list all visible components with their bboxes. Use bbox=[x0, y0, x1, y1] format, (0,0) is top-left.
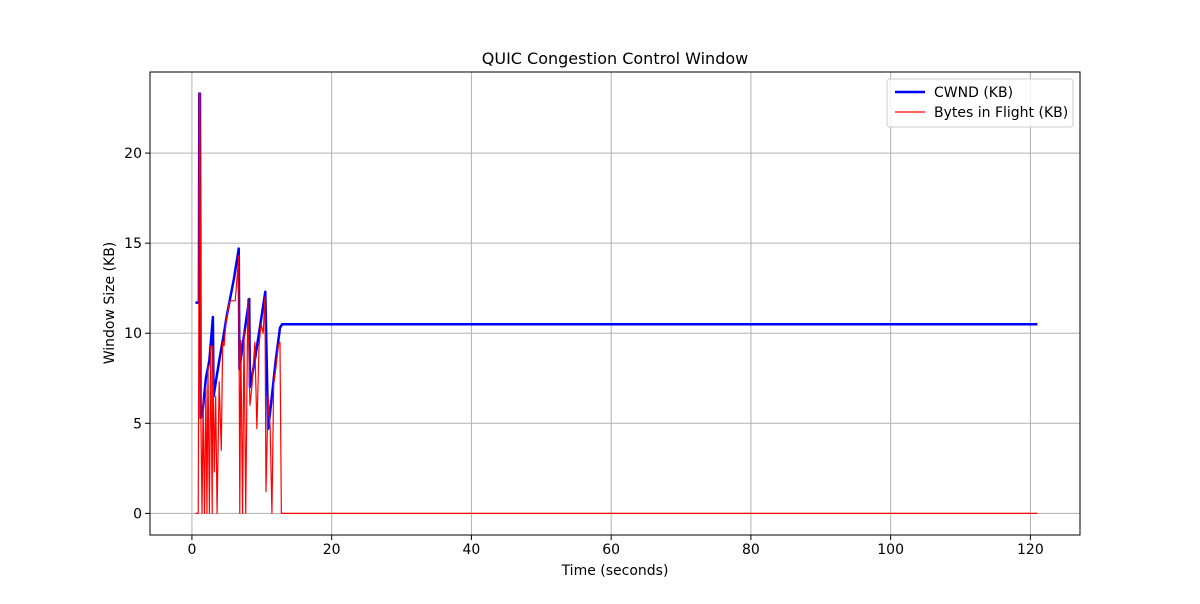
y-tick-label: 15 bbox=[124, 236, 142, 252]
plot-series bbox=[195, 92, 1038, 514]
x-tick-label: 100 bbox=[877, 542, 904, 558]
x-tick-label: 60 bbox=[602, 542, 620, 558]
y-tick-label: 10 bbox=[124, 326, 142, 342]
y-axis-label: Window Size (KB) bbox=[102, 242, 118, 365]
x-axis-label: Time (seconds) bbox=[561, 563, 669, 579]
x-tick-label: 120 bbox=[1017, 542, 1044, 558]
legend-box bbox=[886, 78, 1074, 128]
x-axis-ticks: 0 20 40 60 80 100 120 bbox=[187, 535, 1044, 558]
x-tick-label: 20 bbox=[323, 542, 341, 558]
legend-label-bytes-in-flight: Bytes in Flight (KB) bbox=[934, 105, 1068, 121]
y-axis-ticks: 0 5 10 15 20 bbox=[124, 146, 150, 522]
chart-title: QUIC Congestion Control Window bbox=[482, 49, 748, 68]
x-tick-label: 80 bbox=[742, 542, 760, 558]
x-tick-label: 40 bbox=[462, 542, 480, 558]
legend: CWND (KB) Bytes in Flight (KB) bbox=[886, 78, 1074, 128]
x-tick-label: 0 bbox=[187, 542, 196, 558]
bytes-in-flight-line bbox=[195, 93, 1038, 514]
legend-label-cwnd: CWND (KB) bbox=[934, 85, 1013, 101]
y-tick-label: 5 bbox=[133, 416, 142, 432]
plot-frame bbox=[149, 71, 1081, 536]
y-tick-label: 20 bbox=[124, 146, 142, 162]
y-tick-label: 0 bbox=[133, 506, 142, 522]
